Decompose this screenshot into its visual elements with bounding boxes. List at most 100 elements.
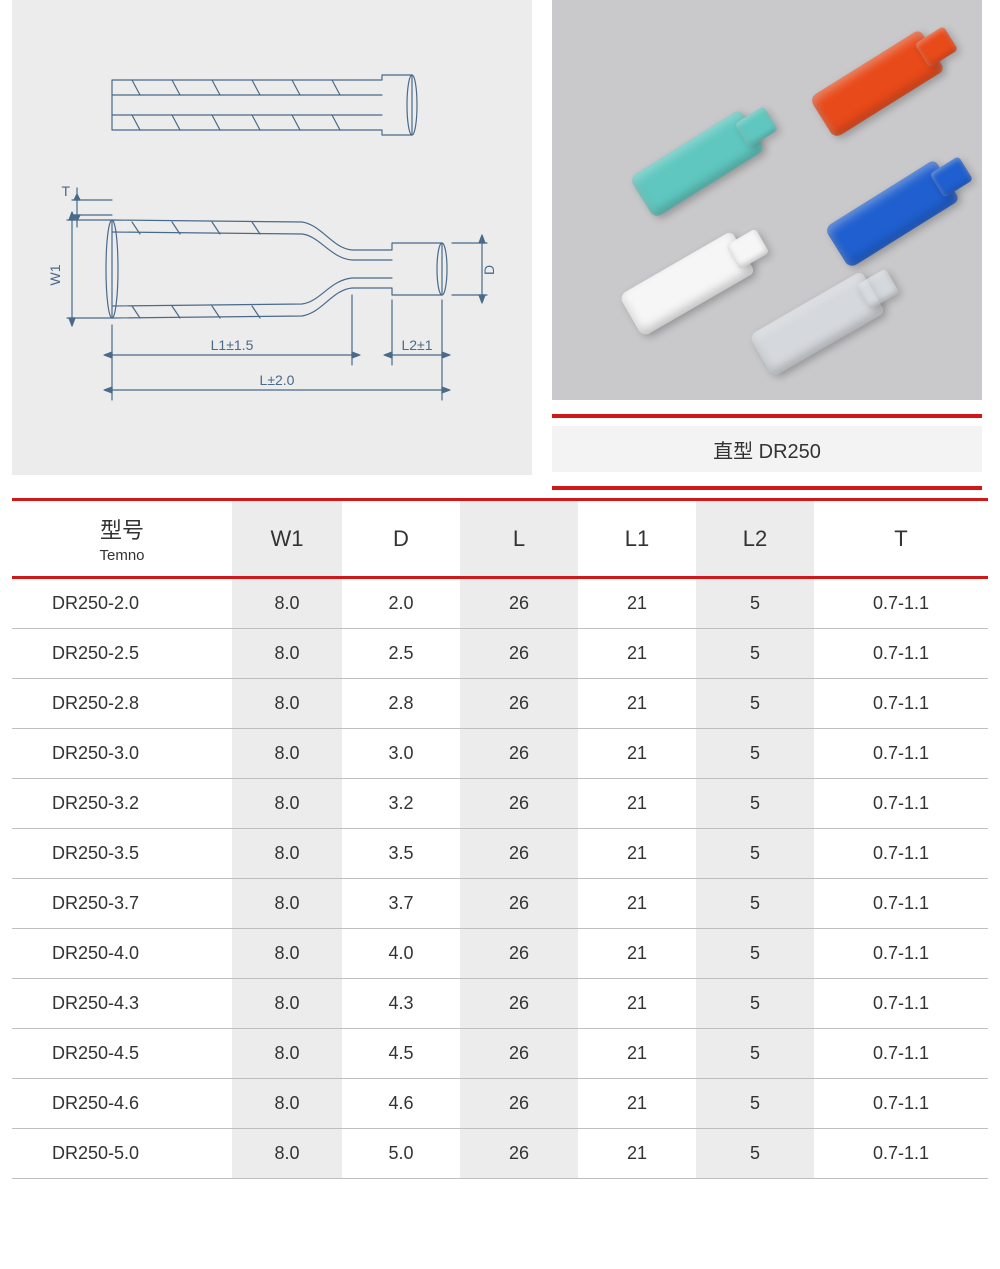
cell-model: DR250-2.8 [12,679,232,729]
cell-value: 3.5 [342,829,460,879]
cell-value: 5 [696,729,814,779]
cell-value: 0.7-1.1 [814,729,988,779]
cell-value: 26 [460,629,578,679]
cell-value: 0.7-1.1 [814,829,988,879]
cell-value: 5.0 [342,1129,460,1179]
product-sleeve [749,271,886,378]
cell-model: DR250-3.2 [12,779,232,829]
cell-value: 8.0 [232,679,342,729]
cell-value: 26 [460,929,578,979]
cell-value: 5 [696,578,814,629]
cell-model: DR250-4.6 [12,1079,232,1129]
cell-value: 8.0 [232,879,342,929]
cell-value: 26 [460,779,578,829]
cell-value: 8.0 [232,578,342,629]
product-caption-text: 直型 DR250 [713,435,821,464]
cell-model: DR250-5.0 [12,1129,232,1179]
cell-value: 4.5 [342,1029,460,1079]
cell-value: 21 [578,1129,696,1179]
cell-model: DR250-3.5 [12,829,232,879]
cell-value: 3.0 [342,729,460,779]
cell-value: 5 [696,779,814,829]
col-header: L [460,500,578,578]
cell-value: 2.5 [342,629,460,679]
cell-model: DR250-4.0 [12,929,232,979]
cell-value: 0.7-1.1 [814,929,988,979]
cell-value: 26 [460,729,578,779]
cell-value: 21 [578,979,696,1029]
product-caption: 直型 DR250 [552,426,982,472]
cell-model: DR250-2.5 [12,629,232,679]
cell-value: 8.0 [232,979,342,1029]
cell-value: 0.7-1.1 [814,1079,988,1129]
table-row: DR250-3.08.03.0262150.7-1.1 [12,729,988,779]
col-header: L2 [696,500,814,578]
table-row: DR250-2.08.02.0262150.7-1.1 [12,578,988,629]
cell-value: 21 [578,929,696,979]
col-header: D [342,500,460,578]
cell-value: 21 [578,679,696,729]
cell-value: 0.7-1.1 [814,679,988,729]
accent-bar [552,414,982,418]
cell-value: 5 [696,1129,814,1179]
product-sleeve [809,29,945,139]
cell-value: 21 [578,879,696,929]
cell-value: 5 [696,1029,814,1079]
cell-value: 21 [578,779,696,829]
cell-value: 8.0 [232,629,342,679]
cell-value: 26 [460,1079,578,1129]
cell-value: 0.7-1.1 [814,1129,988,1179]
cell-model: DR250-4.3 [12,979,232,1029]
product-photo-box [552,0,982,400]
table-row: DR250-4.68.04.6262150.7-1.1 [12,1079,988,1129]
cell-value: 4.0 [342,929,460,979]
col-header: W1 [232,500,342,578]
cell-value: 21 [578,729,696,779]
col-header: T [814,500,988,578]
cell-value: 8.0 [232,729,342,779]
cell-value: 8.0 [232,779,342,829]
product-sleeve [824,159,960,269]
cell-value: 26 [460,578,578,629]
table-row: DR250-4.58.04.5262150.7-1.1 [12,1029,988,1079]
cell-value: 8.0 [232,1079,342,1129]
table-row: DR250-3.28.03.2262150.7-1.1 [12,779,988,829]
cell-value: 8.0 [232,929,342,979]
cell-value: 0.7-1.1 [814,1029,988,1079]
cell-value: 4.6 [342,1079,460,1129]
cell-value: 5 [696,829,814,879]
cell-value: 0.7-1.1 [814,879,988,929]
cell-value: 5 [696,1079,814,1129]
cell-value: 26 [460,1129,578,1179]
svg-text:L±2.0: L±2.0 [260,372,295,388]
cell-value: 2.8 [342,679,460,729]
svg-text:W1: W1 [47,264,63,285]
col-header: L1 [578,500,696,578]
cell-value: 4.3 [342,979,460,1029]
svg-text:T: T [61,183,70,199]
accent-bar [552,486,982,490]
cell-value: 5 [696,679,814,729]
cell-value: 8.0 [232,1129,342,1179]
cell-value: 2.0 [342,578,460,629]
cell-value: 21 [578,1079,696,1129]
table-row: DR250-3.58.03.5262150.7-1.1 [12,829,988,879]
table-row: DR250-4.38.04.3262150.7-1.1 [12,979,988,1029]
product-sleeve [619,231,756,338]
cell-model: DR250-4.5 [12,1029,232,1079]
cell-value: 5 [696,929,814,979]
cell-value: 21 [578,629,696,679]
cell-value: 26 [460,979,578,1029]
cell-model: DR250-3.0 [12,729,232,779]
cell-value: 8.0 [232,1029,342,1079]
spec-table-wrap: 型号TemnoW1DLL1L2T DR250-2.08.02.0262150.7… [0,498,1000,1191]
cell-value: 0.7-1.1 [814,979,988,1029]
cell-value: 3.7 [342,879,460,929]
cell-value: 26 [460,879,578,929]
table-body: DR250-2.08.02.0262150.7-1.1DR250-2.58.02… [12,578,988,1179]
cell-value: 0.7-1.1 [814,629,988,679]
cell-value: 5 [696,979,814,1029]
cell-value: 21 [578,829,696,879]
cell-value: 0.7-1.1 [814,578,988,629]
svg-text:L1±1.5: L1±1.5 [211,337,254,353]
